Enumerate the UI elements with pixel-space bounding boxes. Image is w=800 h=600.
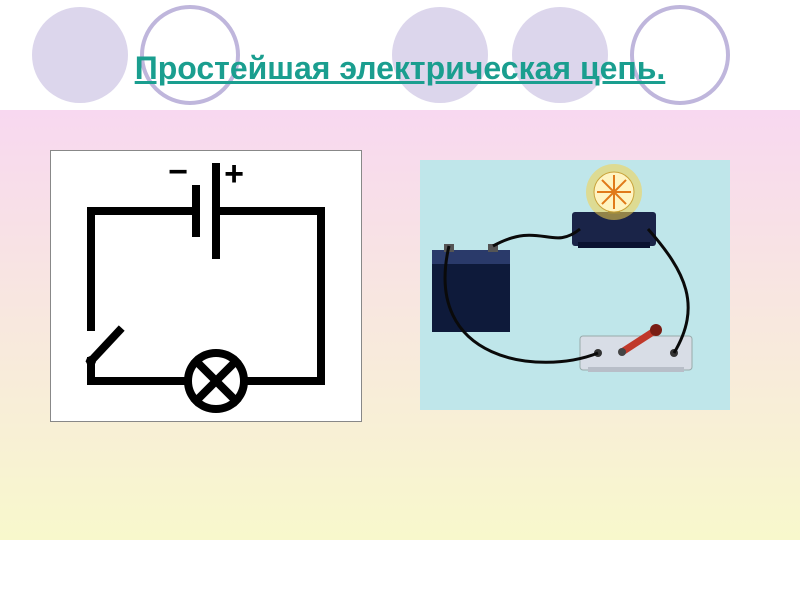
svg-text:+: + [224, 155, 244, 193]
circuit-schematic: −+ [50, 150, 362, 422]
content-area: −+ [0, 110, 800, 540]
svg-text:−: − [168, 153, 188, 191]
title-text: Простейшая электрическая цепь. [135, 50, 666, 86]
circuit-photo [420, 160, 730, 410]
slide: Простейшая электрическая цепь. −+ [0, 0, 800, 600]
page-title: Простейшая электрическая цепь. [0, 50, 800, 87]
